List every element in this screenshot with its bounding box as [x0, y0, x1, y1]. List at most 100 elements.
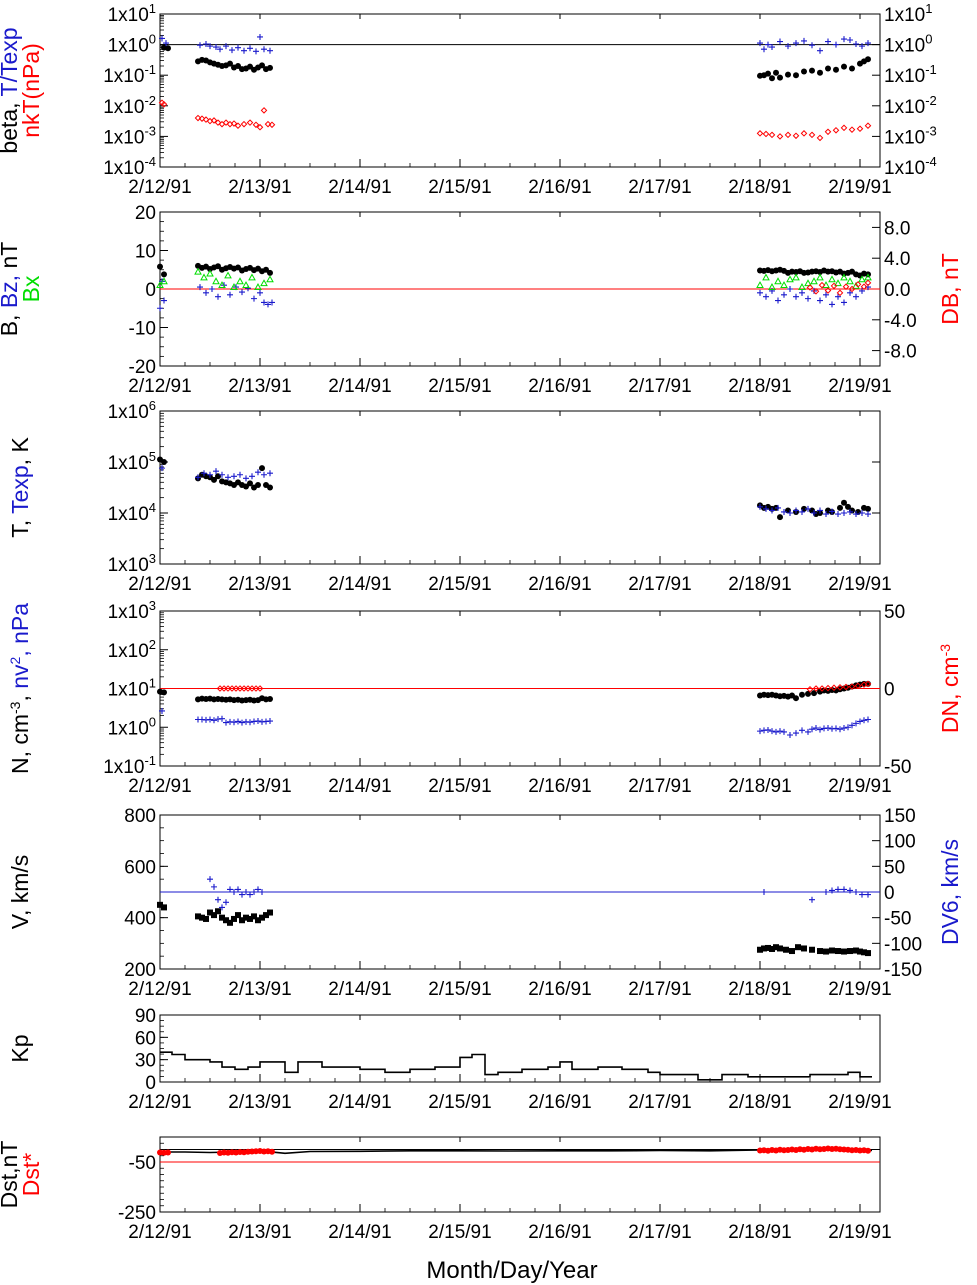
x-tick-label: 2/15/91 [428, 1222, 491, 1243]
x-tick-label: 2/18/91 [728, 574, 791, 595]
x-tick-label: 2/15/91 [428, 1092, 491, 1113]
y-tick-label-right: 0 [884, 680, 895, 701]
x-tick-label: 2/17/91 [628, 979, 691, 1000]
plot-frame [159, 410, 881, 565]
series-blue [159, 33, 871, 55]
data-point [849, 722, 855, 729]
data-point [848, 683, 856, 690]
data-point [231, 473, 237, 480]
series-black [157, 456, 871, 521]
data-point [774, 277, 782, 285]
y-tick-label: 90 [135, 1006, 156, 1027]
data-point [829, 887, 835, 894]
x-tick-label: 2/16/91 [528, 979, 591, 1000]
data-point [230, 283, 238, 290]
data-point [805, 728, 811, 735]
x-tick-label: 2/12/91 [128, 1092, 191, 1113]
x-tick-label: 2/13/91 [228, 776, 291, 797]
data-point [775, 297, 781, 304]
data-point [256, 685, 264, 692]
data-point [845, 724, 851, 731]
y-tick-label-right: 50 [884, 602, 905, 623]
data-point [785, 43, 791, 50]
data-point [207, 43, 213, 50]
data-point [777, 514, 783, 521]
data-point [157, 263, 163, 270]
x-tick-label: 2/15/91 [428, 979, 491, 1000]
data-point [818, 685, 826, 692]
data-point [218, 281, 226, 289]
y-tick-label: 10 [135, 242, 156, 263]
data-point [267, 695, 273, 702]
data-point [846, 277, 854, 285]
data-point [857, 718, 863, 725]
x-tick-label: 2/19/91 [828, 1092, 891, 1113]
y-tick-label: 1x102 [108, 637, 156, 662]
data-point [860, 283, 868, 290]
data-point [852, 281, 860, 289]
data-point [824, 287, 832, 294]
x-tick-label: 2/14/91 [328, 177, 391, 198]
data-point [247, 480, 253, 487]
series-black [161, 44, 871, 82]
data-point [265, 301, 271, 308]
data-point [763, 505, 769, 512]
data-point [785, 71, 791, 78]
x-tick-label: 2/14/91 [328, 574, 391, 595]
data-point [773, 944, 779, 951]
y-tick-label-right: 150 [884, 806, 916, 827]
data-point [847, 508, 853, 515]
data-point [795, 944, 801, 951]
data-point [853, 511, 859, 518]
data-point [255, 886, 261, 893]
data-point [853, 947, 859, 954]
data-point [817, 726, 823, 733]
panel-velocity: 200 400 600 800 -150 -100 -50 0 50 100 150 2/12/91 2… [7, 806, 963, 1000]
data-point [215, 293, 221, 300]
data-point [769, 945, 775, 952]
x-tick-label: 2/13/91 [228, 574, 291, 595]
x-tick-label: 2/14/91 [328, 776, 391, 797]
data-point [823, 948, 829, 955]
axis-title: Bx [18, 275, 44, 302]
axis-title: Kp [7, 1034, 33, 1062]
data-point [841, 510, 847, 516]
data-point [853, 293, 859, 300]
y-tick-label: 1x104 [108, 500, 156, 525]
data-point [865, 40, 871, 47]
x-tick-label: 2/15/91 [428, 376, 491, 397]
axis-title: N, cm-3, nv2, nPa [7, 603, 33, 774]
data-point [840, 124, 848, 132]
data-point [267, 470, 273, 477]
series-line [160, 1051, 872, 1081]
data-point [161, 271, 167, 278]
data-point [777, 38, 783, 45]
data-point [160, 277, 168, 285]
data-point [845, 503, 851, 510]
data-point [817, 69, 823, 76]
data-point [799, 289, 805, 296]
data-point [255, 481, 261, 488]
data-point [816, 273, 824, 281]
y-tick-label-right: 50 [884, 857, 905, 878]
data-point [227, 886, 233, 893]
data-point [775, 504, 781, 511]
data-point [269, 299, 275, 306]
y-tick-label: -20 [129, 357, 156, 378]
data-point [812, 685, 820, 692]
data-point [847, 37, 853, 44]
data-point [817, 507, 823, 514]
x-tick-label: 2/16/91 [528, 1222, 591, 1243]
data-point [786, 275, 794, 283]
data-point [203, 289, 209, 296]
data-point [756, 130, 764, 137]
data-point [761, 46, 767, 53]
data-point [837, 726, 843, 733]
data-point [239, 917, 245, 924]
data-point [813, 725, 819, 732]
data-point [765, 944, 771, 951]
x-tick-label: 2/13/91 [228, 1092, 291, 1113]
data-point [200, 273, 208, 281]
x-tick-label: 2/16/91 [528, 1092, 591, 1113]
